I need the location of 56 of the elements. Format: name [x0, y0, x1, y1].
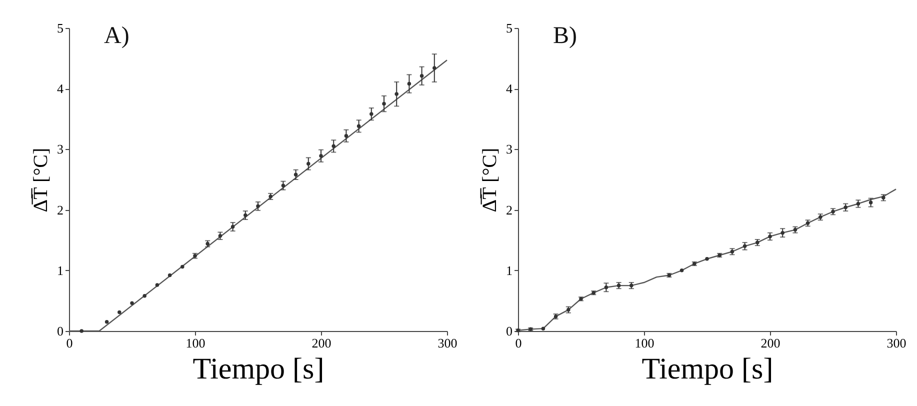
y-tick-label: 5 — [506, 20, 512, 36]
point — [705, 257, 709, 261]
y-tick-label: 1 — [57, 262, 64, 278]
x-axis-title: Tiempo [s] — [642, 352, 774, 386]
y-tick-label: 3 — [506, 142, 512, 157]
point — [407, 82, 412, 86]
point — [868, 200, 873, 204]
point — [104, 320, 109, 324]
point — [844, 206, 848, 210]
y-tick-label: 4 — [57, 81, 64, 96]
x-tick-label: 300 — [886, 336, 906, 350]
point — [541, 326, 546, 330]
x-tick-label: 200 — [312, 336, 332, 350]
point — [281, 184, 286, 188]
y-axis-title: Δ̅T̅ [°C] — [30, 148, 52, 212]
point — [420, 74, 424, 78]
x-axis-title: Tiempo [s] — [192, 352, 324, 386]
point — [356, 124, 361, 128]
y-tick-label: 0 — [506, 324, 512, 338]
point — [768, 234, 772, 238]
y-tick-label: 1 — [506, 262, 512, 278]
point — [604, 286, 608, 290]
point — [306, 162, 310, 166]
point — [155, 283, 160, 287]
point — [382, 102, 386, 106]
y-tick-label: 0 — [57, 324, 64, 338]
point — [680, 268, 684, 272]
point — [130, 301, 134, 305]
point — [168, 273, 172, 278]
point — [432, 66, 436, 70]
point — [370, 112, 374, 116]
point — [244, 213, 248, 218]
y-tick-label: 2 — [506, 202, 512, 218]
y-tick-label: 4 — [506, 81, 513, 96]
x-tick-label: 200 — [760, 336, 780, 350]
point — [344, 134, 348, 138]
point — [118, 310, 122, 314]
point — [294, 172, 298, 177]
x-tick-label: 100 — [634, 336, 654, 350]
x-tick-label: 100 — [186, 336, 206, 350]
point — [180, 264, 184, 269]
x-tick-label: 300 — [438, 336, 458, 350]
chart-title: B) — [553, 23, 577, 49]
chart-title: A) — [104, 23, 130, 49]
point — [256, 204, 260, 208]
point — [780, 230, 784, 235]
point — [142, 294, 146, 298]
point — [80, 329, 84, 333]
point — [319, 154, 323, 158]
y-tick-label: 2 — [57, 202, 64, 218]
point — [230, 224, 235, 229]
y-axis-title: Δ̅T̅ [°C] — [479, 148, 501, 212]
point — [332, 144, 336, 148]
y-tick-label: 5 — [57, 20, 64, 36]
point — [394, 92, 398, 96]
y-tick-label: 3 — [57, 142, 64, 157]
